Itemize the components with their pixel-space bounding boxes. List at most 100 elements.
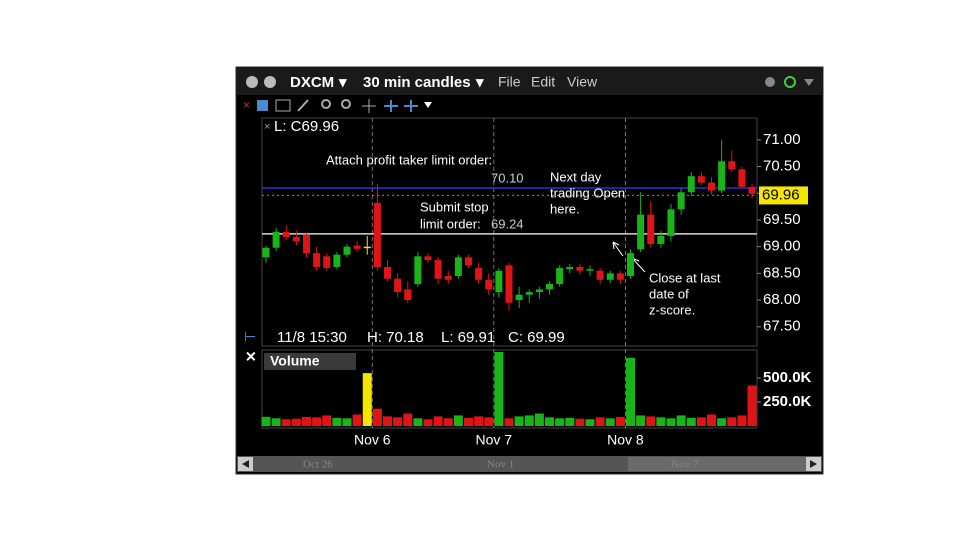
volume-close[interactable]: ✕ — [245, 349, 257, 365]
candle-body — [637, 214, 645, 250]
candle-body — [282, 231, 290, 238]
close-button[interactable] — [246, 76, 258, 88]
volume-bar — [372, 408, 382, 426]
candle-body — [535, 289, 543, 293]
tool-icon[interactable] — [257, 100, 268, 111]
volume-bar — [747, 385, 757, 426]
volume-bar — [332, 417, 342, 426]
volume-bar — [676, 415, 686, 426]
volume-bar — [555, 418, 565, 426]
link-button[interactable] — [264, 76, 276, 88]
volume-bar — [615, 416, 625, 426]
candle-body — [667, 209, 675, 237]
volume-bar — [585, 419, 595, 426]
tool-icon[interactable] — [362, 99, 376, 113]
volume-bar — [565, 417, 575, 426]
candle-body — [475, 268, 483, 280]
volume-bar — [393, 417, 403, 426]
level-price: 69.24 — [491, 216, 524, 231]
navigator-label: Nov 1 — [487, 459, 514, 471]
tool-icon[interactable] — [384, 100, 398, 112]
arrow — [612, 241, 624, 257]
candle-body — [586, 269, 594, 271]
volume-bar — [261, 416, 271, 426]
volume-panel — [261, 349, 758, 429]
volume-bar — [352, 414, 362, 426]
candle-body — [677, 192, 685, 210]
x-tick-label: Nov 7 — [476, 432, 513, 448]
volume-bar — [646, 416, 656, 426]
dropdown-arrow[interactable]: ▾ — [338, 74, 347, 91]
candle-body — [444, 276, 452, 280]
volume-title: Volume — [270, 353, 320, 369]
volume-bar — [302, 416, 311, 426]
x-tick-label: Nov 6 — [354, 432, 391, 448]
panel-close[interactable]: × — [264, 121, 270, 133]
volume-bar — [595, 417, 605, 426]
interval[interactable]: 30 min candles — [363, 74, 471, 91]
annotation: Submit stop — [420, 199, 489, 214]
link-icon[interactable] — [784, 76, 796, 88]
symbol[interactable]: DXCM — [290, 74, 334, 91]
tool-row: × — [243, 98, 432, 113]
annotation: z-score. — [649, 302, 695, 317]
tool-icon[interactable] — [404, 100, 418, 112]
volume-bar — [413, 418, 423, 426]
volume-bar — [453, 415, 463, 426]
dropdown-arrow[interactable]: ▾ — [475, 74, 484, 91]
title-bar — [237, 68, 822, 95]
menu-view[interactable]: View — [567, 74, 598, 90]
level-price: 70.10 — [491, 170, 524, 185]
tool-icon[interactable]: × — [243, 98, 250, 112]
candle-body — [627, 253, 634, 277]
menu-edit[interactable]: Edit — [531, 74, 555, 90]
candle-body — [708, 182, 715, 191]
tool-icon[interactable] — [424, 102, 432, 108]
volume-bar — [443, 418, 453, 426]
y-tick-label: 68.00 — [763, 291, 801, 308]
candle-body — [363, 246, 371, 249]
y-tick-label: 500.0K — [763, 369, 812, 386]
candle-body — [515, 294, 523, 301]
navigator-window[interactable] — [628, 457, 806, 471]
price-legend: L: C69.96 — [274, 118, 339, 135]
candle-body — [323, 256, 331, 269]
crosshair-icon[interactable]: ⊢ — [244, 329, 256, 345]
volume-bar — [605, 418, 615, 426]
tool-icon[interactable] — [275, 99, 291, 112]
candle-body — [495, 270, 503, 293]
volume-bar — [383, 416, 392, 426]
volume-bar — [291, 418, 301, 426]
volume-bar — [504, 418, 514, 426]
annotation: Attach profit taker limit order: — [326, 152, 492, 167]
candle-body — [424, 256, 432, 261]
y-tick-label: 250.0K — [763, 393, 812, 410]
volume-bar — [514, 416, 524, 426]
candle-body — [384, 266, 391, 279]
candle-body — [718, 161, 726, 191]
candle-body — [616, 273, 624, 280]
candle-body — [687, 176, 695, 193]
tool-icon[interactable] — [341, 99, 351, 109]
tool-icon[interactable] — [297, 99, 309, 112]
menu-file[interactable]: File — [498, 74, 521, 90]
candle-body — [373, 202, 381, 267]
arrow-right — [810, 460, 817, 468]
annotation: Next day — [550, 169, 602, 184]
candle-body — [454, 257, 462, 277]
y-tick-label: 69.00 — [763, 238, 801, 255]
ohlc-info: 11/8 15:30 — [277, 329, 347, 346]
window — [235, 66, 824, 475]
ohlc-info: L: 69.91 — [441, 329, 495, 346]
menu-arrow[interactable] — [804, 79, 814, 86]
candle-body — [505, 265, 513, 303]
candle-body — [576, 266, 584, 271]
volume-bar — [342, 418, 352, 426]
navigator-label: Nov 7 — [671, 459, 699, 471]
volume-bar — [707, 414, 716, 426]
tool-icon[interactable] — [321, 99, 331, 109]
settings-icon[interactable] — [765, 77, 775, 87]
candle-body — [333, 254, 341, 267]
volume-bar — [686, 417, 696, 426]
